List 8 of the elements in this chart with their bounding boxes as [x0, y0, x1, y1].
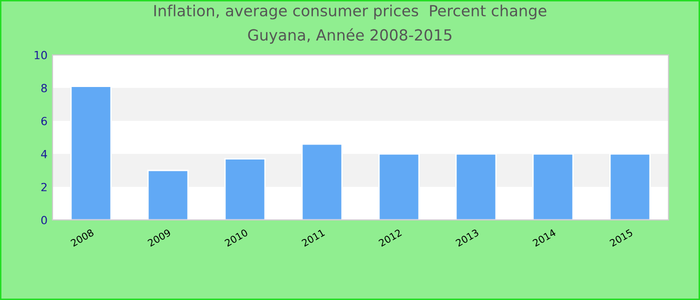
y-tick-label: 8	[41, 84, 47, 92]
y-tick-label: 6	[41, 116, 47, 126]
chart-subtitle: Guyana, Année 2008-2015	[248, 28, 452, 44]
y-tick-label: 0	[41, 216, 47, 224]
chart-title: Inflation, average consumer prices Percent change	[154, 4, 546, 20]
y-tick-label: 10	[34, 50, 47, 60]
y-tick-label: 2	[41, 182, 47, 192]
y-tick-label: 4	[41, 150, 48, 158]
